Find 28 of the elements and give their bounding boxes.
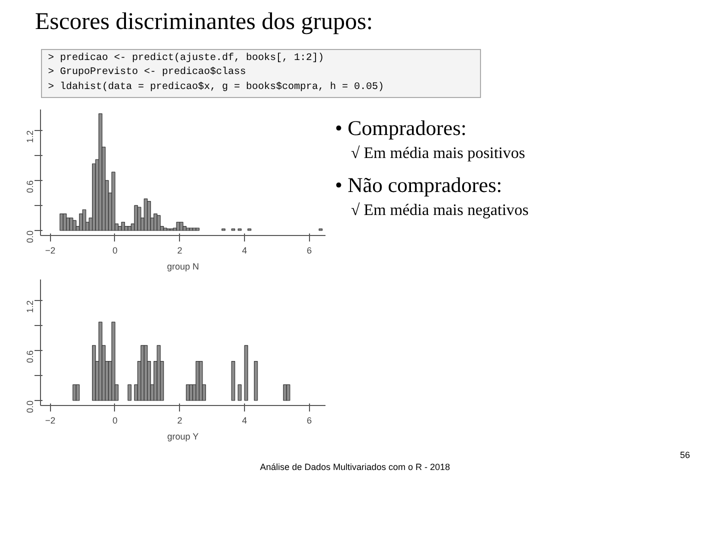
x-tick-label: 0 xyxy=(112,416,118,426)
x-tick-label: 2 xyxy=(177,416,182,426)
text: 56 xyxy=(680,449,690,462)
x-tick-label: 6 xyxy=(306,246,312,256)
text: Escores discriminantes dos grupos: xyxy=(34,8,373,37)
x-tick-label: 0 xyxy=(112,246,118,256)
y-tick-label: 0.6 xyxy=(25,350,35,363)
y-tick-label: 1.2 xyxy=(25,130,35,143)
text: > ldahist(data = predicao$x, g = books$compra, h = 0.05) xyxy=(48,82,384,93)
text: √ Em média mais negativos xyxy=(350,200,529,221)
y-tick-label: 0.6 xyxy=(25,180,35,193)
x-tick-label: −2 xyxy=(45,416,56,426)
y-tick-label: 0.0 xyxy=(25,400,35,414)
x-tick-label: 2 xyxy=(177,246,182,256)
x-tick-label: 4 xyxy=(242,246,248,256)
text: Análise de Dados Multivariados com o R - 2018 xyxy=(258,461,452,474)
y-tick-label: 1.2 xyxy=(25,300,35,313)
x-tick-label: 4 xyxy=(242,416,248,426)
text: • Não compradores: xyxy=(335,172,504,199)
text: √ Em média mais positivos xyxy=(350,144,526,164)
text: > predicao <- predict(ajuste.df, books[, 1:2]) xyxy=(48,53,324,64)
x-tick-label: −2 xyxy=(45,246,56,256)
x-tick-label: 6 xyxy=(306,416,312,426)
x-axis-title: group Y xyxy=(167,432,199,442)
text: • Compradores: xyxy=(335,115,468,142)
x-axis-title: group N xyxy=(166,262,200,272)
y-tick-label: 0.0 xyxy=(25,230,35,244)
text: > GrupoPrevisto <- predicao$class xyxy=(48,67,246,78)
